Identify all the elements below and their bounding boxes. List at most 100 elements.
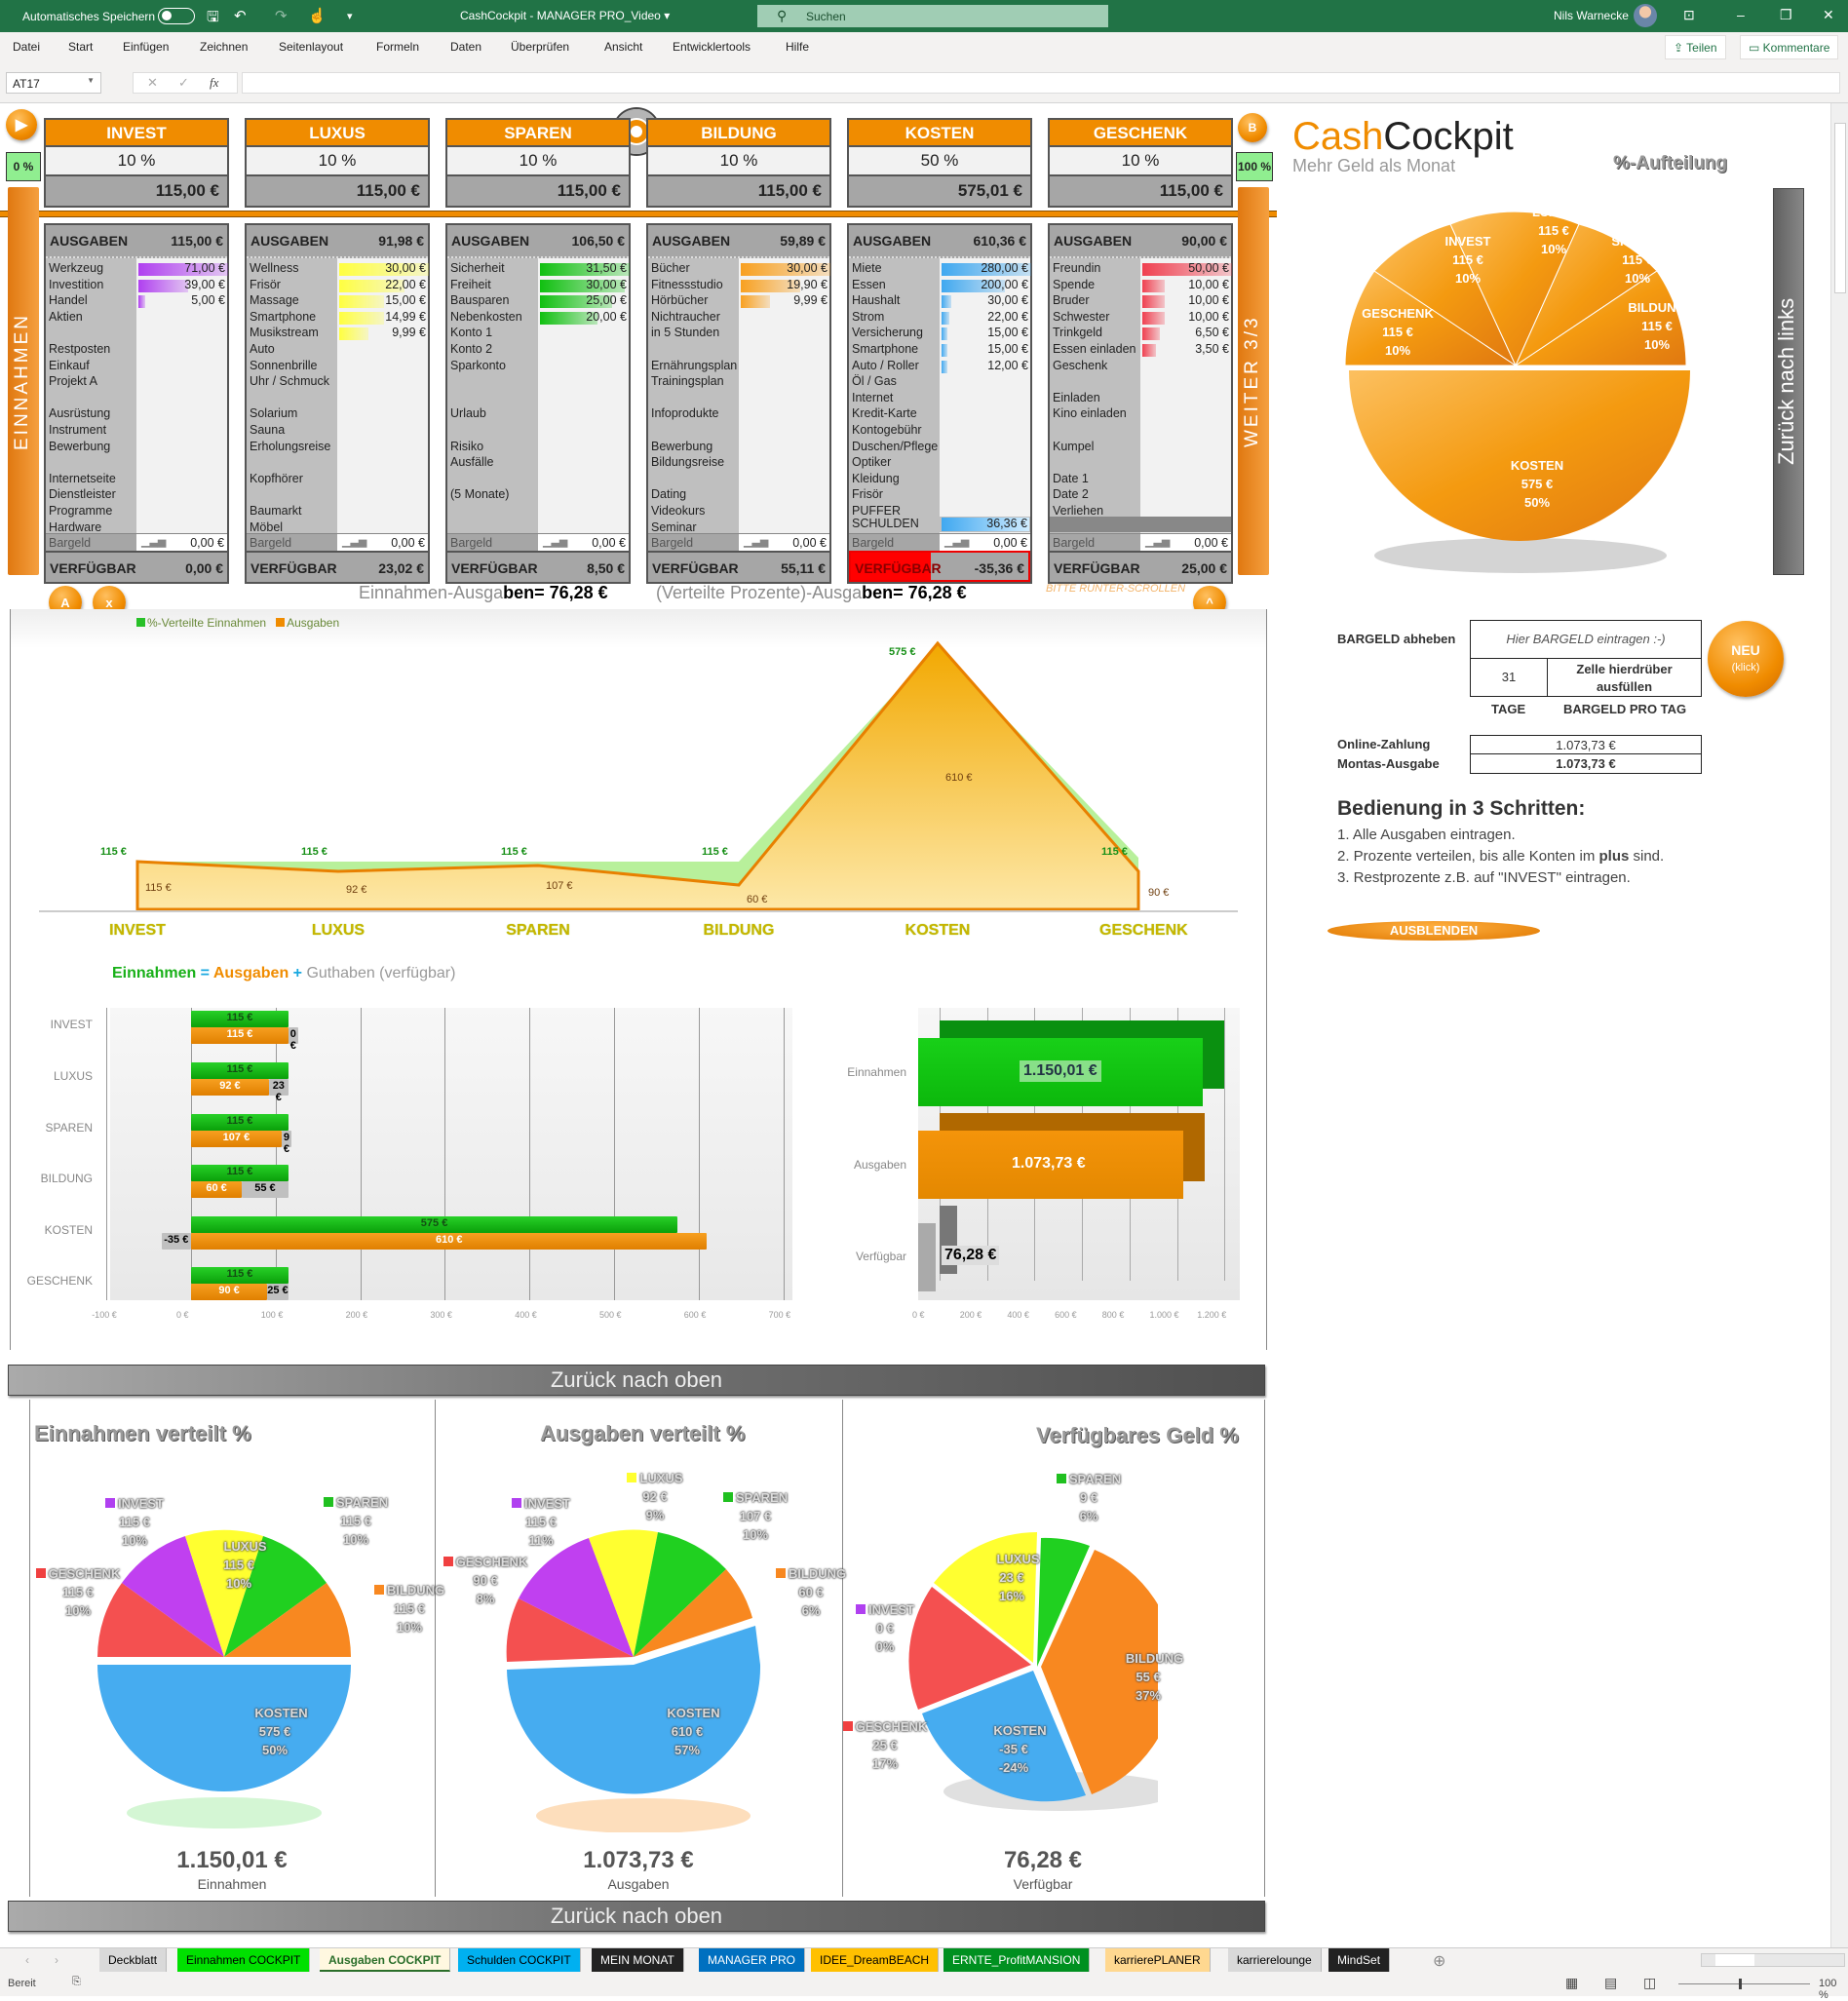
menu-zeichnen[interactable]: Zeichnen bbox=[200, 40, 249, 54]
tab-next-icon[interactable]: › bbox=[55, 1953, 58, 1967]
expense-row[interactable]: Programme bbox=[49, 504, 113, 518]
sheet-tab[interactable]: Deckblatt bbox=[99, 1948, 168, 1972]
days-value[interactable]: 31 bbox=[1470, 658, 1548, 697]
sheet-tab[interactable]: karrierelounge bbox=[1228, 1948, 1322, 1972]
sheet-tab[interactable]: Schulden COCKPIT bbox=[458, 1948, 581, 1972]
einnahmen-pie[interactable] bbox=[88, 1520, 380, 1832]
user-name[interactable]: Nils Warnecke bbox=[1554, 9, 1629, 22]
category-percent-input[interactable]: 50 % bbox=[847, 147, 1032, 176]
category-percent-input[interactable]: 10 % bbox=[1048, 147, 1233, 176]
expense-row[interactable]: Kleidung bbox=[852, 471, 900, 485]
category-percent-input[interactable]: 10 % bbox=[445, 147, 631, 176]
expense-row[interactable]: Verliehen bbox=[1053, 504, 1104, 518]
expense-row[interactable]: Baumarkt bbox=[250, 504, 302, 518]
verfuegbar-bar[interactable]: -35 € bbox=[161, 1233, 191, 1250]
expense-row[interactable]: Freiheit 30,00 € bbox=[450, 277, 627, 292]
einnahmen-bar[interactable]: 115 € bbox=[191, 1062, 289, 1079]
menu-datei[interactable]: Datei bbox=[13, 40, 41, 54]
expense-row[interactable] bbox=[447, 472, 629, 487]
expense-row[interactable]: Essen 200,00 € bbox=[852, 277, 1028, 292]
expense-row[interactable]: Optiker bbox=[852, 455, 892, 470]
verfuegbar-bar[interactable]: 23 € bbox=[268, 1079, 289, 1103]
expense-row[interactable] bbox=[247, 487, 428, 503]
category-header[interactable]: INVEST bbox=[44, 118, 229, 147]
expense-row[interactable]: Haushalt 30,00 € bbox=[852, 293, 1028, 309]
undo-icon[interactable]: ↶ bbox=[234, 8, 247, 24]
expense-row[interactable]: Frisör bbox=[852, 487, 883, 502]
sheet-tab[interactable]: ERNTE_ProfitMANSION bbox=[943, 1948, 1091, 1972]
expense-row[interactable]: Sicherheit 31,50 € bbox=[447, 261, 630, 277]
cancel-icon[interactable]: ✕ bbox=[147, 75, 158, 90]
expense-row[interactable]: Instrument bbox=[49, 423, 107, 437]
expense-row[interactable]: Internet bbox=[852, 390, 894, 404]
expense-row[interactable]: Auto bbox=[250, 342, 275, 356]
menu-ueberpruefen[interactable]: Überprüfen bbox=[511, 40, 570, 54]
page-layout-icon[interactable]: ▤ bbox=[1604, 1975, 1618, 1990]
zoom-slider[interactable] bbox=[1678, 1979, 1810, 1989]
expense-row[interactable] bbox=[447, 504, 629, 519]
expense-row[interactable]: Frisör 22,00 € bbox=[250, 277, 426, 292]
expense-row[interactable]: Sparkonto bbox=[450, 358, 506, 372]
verfuegbar-total-bar[interactable] bbox=[918, 1223, 936, 1291]
restore-icon[interactable]: ❐ bbox=[1780, 7, 1792, 22]
bargeld-row[interactable]: Bargeld ▁▃▅ 0,00 € bbox=[247, 533, 428, 551]
expense-row[interactable]: Risiko bbox=[450, 439, 484, 453]
menu-seitenlayout[interactable]: Seitenlayout bbox=[279, 40, 344, 54]
expense-row[interactable] bbox=[648, 472, 829, 487]
sheet-tab[interactable]: karrierePLANER bbox=[1105, 1948, 1211, 1972]
back-to-top-button[interactable]: Zurück nach oben bbox=[8, 1365, 1265, 1396]
einnahmen-bar[interactable]: 115 € bbox=[191, 1011, 289, 1027]
expense-row[interactable]: Strom 22,00 € bbox=[852, 309, 1028, 325]
expense-row[interactable]: Bausparen 25,00 € bbox=[450, 293, 627, 309]
expense-row[interactable] bbox=[1050, 374, 1231, 390]
sheet-tab[interactable]: MindSet bbox=[1328, 1948, 1391, 1972]
expense-row[interactable]: Dating bbox=[651, 487, 687, 502]
expense-row[interactable]: Bruder 10,00 € bbox=[1053, 293, 1229, 309]
menu-ansicht[interactable]: Ansicht bbox=[604, 40, 643, 54]
bargeld-input[interactable]: Hier BARGELD eintragen :-) bbox=[1470, 620, 1702, 659]
aufteilung-pie[interactable] bbox=[1345, 195, 1696, 585]
expense-row[interactable]: Sauna bbox=[250, 423, 286, 437]
expense-row[interactable]: Miete 280,00 € bbox=[849, 261, 1031, 277]
expense-row[interactable]: Aktien bbox=[49, 309, 83, 324]
area-chart[interactable] bbox=[0, 624, 1267, 916]
document-title[interactable]: CashCockpit - MANAGER PRO_Video ▾ bbox=[460, 9, 671, 22]
ausblenden-button[interactable]: AUSBLENDEN bbox=[1328, 921, 1540, 941]
verfuegbar-bar[interactable]: 9 € bbox=[281, 1131, 291, 1155]
expense-row[interactable]: Smartphone 14,99 € bbox=[250, 309, 426, 325]
expense-row[interactable]: in 5 Stunden bbox=[651, 326, 720, 340]
expense-row[interactable]: Internetseite bbox=[49, 471, 116, 485]
ausgaben-bar[interactable]: 92 € bbox=[191, 1079, 269, 1096]
verfuegbar-bar[interactable]: 25 € bbox=[267, 1284, 289, 1300]
back-to-top-button-2[interactable]: Zurück nach oben bbox=[8, 1901, 1265, 1932]
expense-row[interactable] bbox=[1050, 423, 1231, 439]
expense-row[interactable]: Auto / Roller 12,00 € bbox=[852, 358, 1028, 373]
expense-row[interactable]: Urlaub bbox=[450, 406, 486, 421]
save-icon[interactable]: 🖫 bbox=[207, 9, 219, 25]
play-button[interactable]: ▶ bbox=[6, 109, 37, 140]
category-percent-input[interactable]: 10 % bbox=[44, 147, 229, 176]
ausgaben-bar[interactable]: 115 € bbox=[191, 1027, 289, 1044]
expense-row[interactable]: Ausfälle bbox=[450, 455, 494, 470]
expense-row[interactable] bbox=[46, 326, 227, 341]
expense-row[interactable]: Kumpel bbox=[1053, 439, 1095, 453]
scroll-thumb[interactable] bbox=[1834, 123, 1846, 293]
expense-row[interactable]: Fitnessstudio 19,90 € bbox=[651, 277, 828, 292]
menu-formeln[interactable]: Formeln bbox=[376, 40, 420, 54]
menu-hilfe[interactable]: Hilfe bbox=[786, 40, 810, 54]
expense-row[interactable]: Massage 15,00 € bbox=[250, 293, 426, 309]
category-header[interactable]: GESCHENK bbox=[1048, 118, 1233, 147]
expense-row[interactable]: Sonnenbrille bbox=[250, 358, 318, 372]
expense-row[interactable] bbox=[247, 455, 428, 471]
back-left-button[interactable]: Zurück nach links bbox=[1773, 188, 1804, 575]
close-icon[interactable]: ✕ bbox=[1823, 7, 1834, 22]
bargeld-row[interactable]: Bargeld ▁▃▅ 0,00 € bbox=[648, 533, 829, 551]
menu-start[interactable]: Start bbox=[68, 40, 94, 54]
page-break-icon[interactable]: ◫ bbox=[1643, 1975, 1657, 1990]
expense-row[interactable]: Nichtraucher bbox=[651, 309, 720, 324]
formula-input[interactable] bbox=[242, 72, 1840, 94]
bargeld-row[interactable]: Bargeld ▁▃▅ 0,00 € bbox=[849, 533, 1030, 551]
expense-row[interactable]: Smartphone 15,00 € bbox=[852, 342, 1028, 357]
verfuegbar-bar[interactable]: 55 € bbox=[242, 1181, 289, 1198]
expense-row[interactable]: Videokurs bbox=[651, 504, 706, 518]
